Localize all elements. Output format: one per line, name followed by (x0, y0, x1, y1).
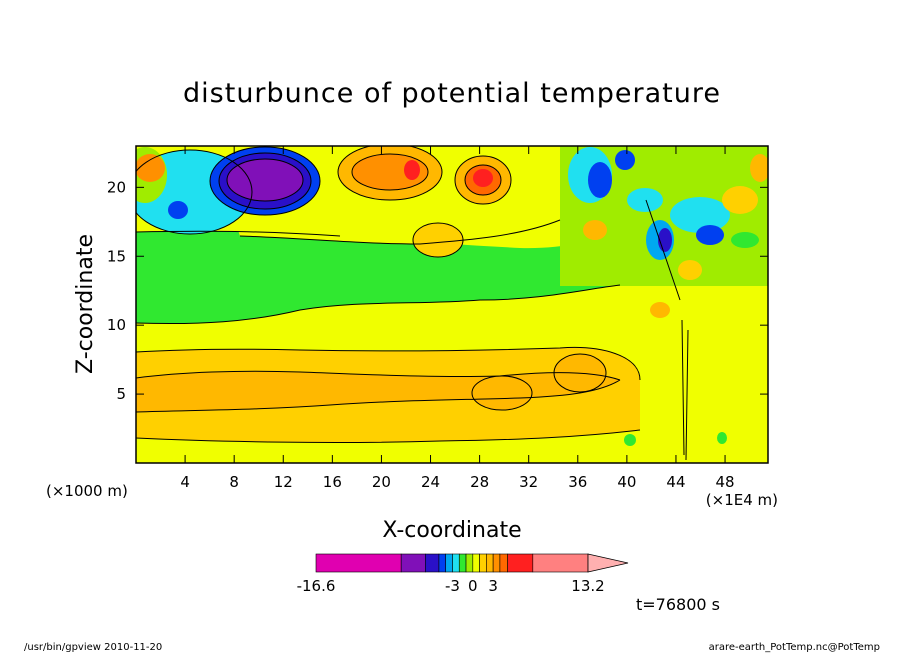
y-tick-label: 10 (107, 316, 126, 334)
colorbar-segment (499, 553, 508, 573)
colorbar-segment (486, 553, 494, 573)
colorbar-segment (438, 553, 447, 573)
blob-blue-small (168, 201, 188, 219)
turbulent-blobs (568, 147, 768, 446)
colorbar-segment (452, 553, 460, 573)
y-tick-label: 20 (107, 178, 126, 196)
x-axis: 4 8 12 16 20 24 28 32 36 40 44 48 (180, 146, 735, 491)
blob-orange-left (136, 154, 165, 182)
y-tick-label: 5 (116, 385, 126, 403)
colorbar-segment (507, 553, 534, 573)
colorbar-label: 13.2 (571, 577, 604, 595)
footer-left: /usr/bin/gpview 2010-11-20 (24, 642, 162, 653)
plot-frame (135, 145, 769, 464)
colorbar-label: -3 (445, 577, 460, 595)
plot-area (136, 146, 768, 463)
blob-red-28 (473, 169, 493, 187)
y-axis-title: Z-coordinate (73, 234, 98, 374)
colorbar-label: 3 (488, 577, 498, 595)
x-tick-label: 8 (229, 473, 239, 491)
x-axis-title: X-coordinate (382, 518, 521, 543)
x-tick-label: 24 (421, 473, 440, 491)
x-tick-label: 32 (519, 473, 538, 491)
colorbar-segment (315, 553, 402, 573)
footer-right: arare-earth_PotTemp.nc@PotTemp (709, 642, 880, 653)
x-tick-label: 20 (372, 473, 391, 491)
x-tick-label: 48 (716, 473, 735, 491)
x-tick-label: 36 (568, 473, 587, 491)
colorbar-segment (465, 553, 474, 573)
x-tick-label: 40 (617, 473, 636, 491)
chart-title: disturbunce of potential temperature (183, 78, 721, 109)
colorbar-segment (400, 553, 426, 573)
colorbar-segment (425, 553, 440, 573)
colorbar (315, 553, 629, 573)
colorbar-segment (532, 553, 589, 573)
x-tick-label: 4 (180, 473, 190, 491)
blob-red-22 (404, 160, 420, 180)
colorbar-segment (479, 553, 487, 573)
colorbar-segment (492, 553, 501, 573)
x-scale-note: (×1E4 m) (706, 491, 778, 509)
y-axis: 5 10 15 20 (107, 178, 768, 403)
colorbar-arrow (587, 553, 629, 573)
contour-lines (136, 146, 689, 461)
x-unit-label: (×1000 m) (46, 482, 128, 500)
x-tick-label: 16 (323, 473, 342, 491)
x-tick-label: 44 (666, 473, 685, 491)
colorbar-label: -16.6 (297, 577, 336, 595)
blob-orange-lower (472, 376, 532, 410)
colorbar-segment (472, 553, 480, 573)
x-tick-label: 12 (274, 473, 293, 491)
colorbar-segment (458, 553, 467, 573)
time-label: t=76800 s (636, 595, 720, 614)
colorbar-label: 0 (468, 577, 478, 595)
blob-orange-mid (413, 223, 463, 257)
x-tick-label: 28 (470, 473, 489, 491)
y-tick-label: 15 (107, 247, 126, 265)
blob-purple (227, 159, 303, 201)
colorbar-labels: -16.6 -3 0 3 13.2 (297, 577, 605, 595)
colorbar-segment (445, 553, 453, 573)
